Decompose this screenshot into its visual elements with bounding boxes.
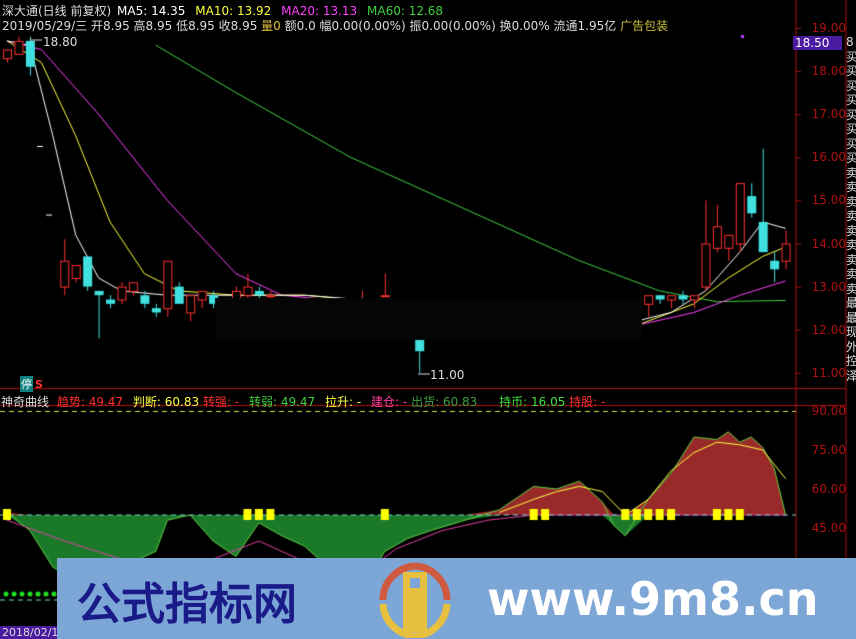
ma60-value: MA60: 12.68 bbox=[367, 4, 444, 18]
indicator-tick: 90.00 bbox=[811, 404, 846, 418]
volume-label: 量0 bbox=[261, 19, 281, 33]
hold-cash-value: 持币: 16.05 bbox=[499, 395, 566, 409]
side-text: 最 bbox=[846, 296, 856, 310]
side-text: 现 bbox=[846, 325, 856, 339]
side-text: 买 bbox=[846, 107, 856, 122]
hold-stock-value: 持股: - bbox=[569, 395, 606, 409]
price-tick: 19.00 bbox=[811, 21, 846, 35]
side-text: 买 bbox=[846, 136, 856, 151]
ad-link[interactable]: 广告包装 bbox=[620, 19, 669, 33]
side-text: 卖 bbox=[846, 281, 856, 296]
indicator-tick: 45.00 bbox=[811, 521, 846, 535]
quote-info: 2019/05/29/三 开8.95 高8.95 低8.95 收8.95 bbox=[2, 19, 258, 33]
side-text: 买 bbox=[846, 122, 856, 136]
side-text: 卖 bbox=[846, 252, 856, 267]
price-tick: 15.00 bbox=[811, 193, 846, 208]
watermark-cn: 公式指标网 bbox=[77, 579, 297, 630]
indicator-name: 神奇曲线 bbox=[1, 395, 50, 409]
side-text: 最 bbox=[846, 310, 856, 325]
strong-value: 转强: - bbox=[202, 395, 240, 409]
side-text: 卖 bbox=[846, 194, 856, 209]
ma20-value: MA20: 13.13 bbox=[281, 4, 358, 18]
price-tick: 17.00 bbox=[811, 107, 846, 122]
side-text: 卖 bbox=[846, 238, 856, 252]
side-text: 买 bbox=[846, 49, 856, 64]
side-text: 卖 bbox=[846, 209, 856, 223]
s-badge: S bbox=[35, 378, 43, 391]
side-text: 买 bbox=[846, 78, 856, 93]
indicator-tick: 75.00 bbox=[811, 443, 846, 457]
side-text: 卖 bbox=[846, 267, 856, 281]
side-text: 泽 bbox=[846, 368, 856, 383]
quote-info2: 额0.0 幅0.00(0.00%) 振0.00(0.00%) 换0.00% 流通… bbox=[284, 19, 617, 33]
price-tick: 12.00 bbox=[811, 322, 846, 337]
indicator-header: 神奇曲线 趋势: 49.47 判断: 60.83 转强: - 转弱: 49.47… bbox=[1, 393, 605, 410]
side-text: 外 bbox=[846, 339, 856, 354]
weak-value: 转弱: 49.47 bbox=[248, 395, 316, 409]
pull-value: 拉升: - bbox=[325, 395, 362, 409]
suspended-badge: 停 bbox=[20, 376, 33, 392]
side-text: 卖 bbox=[846, 223, 856, 238]
price-tick: 14.00 bbox=[811, 236, 846, 251]
high-marker: 18.80 bbox=[43, 35, 78, 49]
price-tick: 13.00 bbox=[811, 279, 846, 294]
watermark-logo-icon bbox=[379, 562, 451, 638]
ship-value: 出货: 60.83 bbox=[411, 395, 478, 409]
indicator-tick: 60.00 bbox=[811, 482, 846, 496]
header-line1: 深大通(日线 前复权) MA5: 14.35 MA10: 13.92 MA20:… bbox=[2, 2, 449, 19]
price-tick: 18.00 bbox=[811, 64, 846, 79]
judge-value: 判断: 60.83 bbox=[132, 395, 200, 409]
price-tick: 16.00 bbox=[811, 150, 846, 165]
header-line2: 2019/05/29/三 开8.95 高8.95 低8.95 收8.95 量0 … bbox=[2, 17, 668, 34]
price-tick: 11.00 bbox=[811, 365, 846, 380]
watermark-banner: 公式指标网 www.9m8.cn bbox=[57, 558, 856, 639]
ma10-value: MA10: 13.92 bbox=[195, 4, 272, 18]
side-text: 卖 bbox=[846, 165, 856, 180]
ma5-value: MA5: 14.35 bbox=[117, 4, 186, 18]
side-text: 买 bbox=[846, 64, 856, 78]
stock-title: 深大通(日线 前复权) bbox=[2, 4, 112, 18]
trend-value: 趋势: 49.47 bbox=[56, 395, 124, 409]
build-value: 建仓: - bbox=[371, 395, 408, 409]
side-text: 控 bbox=[846, 354, 856, 368]
side-text: 8 bbox=[846, 35, 854, 49]
side-text: 卖 bbox=[846, 180, 856, 194]
current-price-tag: 18.50 bbox=[793, 36, 842, 50]
side-text: 买 bbox=[846, 151, 856, 165]
watermark-url: www.9m8.cn bbox=[487, 572, 819, 626]
date-label: 2018/02/1 bbox=[0, 626, 61, 639]
side-text: 买 bbox=[846, 93, 856, 107]
low-marker: 11.00 bbox=[430, 368, 465, 382]
